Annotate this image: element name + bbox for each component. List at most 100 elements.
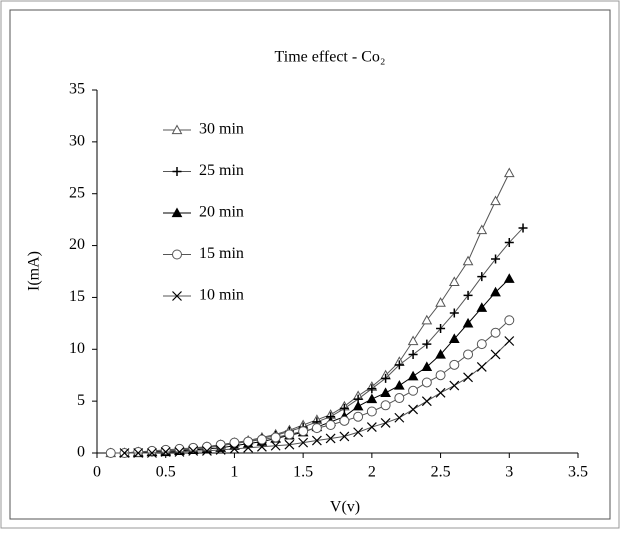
legend-marker bbox=[172, 291, 182, 301]
marker bbox=[380, 417, 391, 428]
marker bbox=[380, 387, 391, 397]
x-tick-label: 0 bbox=[93, 464, 101, 481]
marker bbox=[394, 393, 405, 404]
y-tick-label: 10 bbox=[69, 340, 85, 357]
marker bbox=[353, 427, 364, 438]
marker bbox=[298, 426, 309, 437]
marker bbox=[325, 433, 336, 444]
legend-marker bbox=[172, 249, 182, 260]
marker bbox=[408, 404, 419, 415]
marker bbox=[449, 308, 459, 318]
y-tick-label: 20 bbox=[69, 236, 85, 253]
marker bbox=[174, 443, 185, 454]
marker bbox=[105, 448, 116, 458]
marker bbox=[284, 429, 295, 440]
y-axis-label: I(mA) bbox=[26, 251, 43, 291]
marker bbox=[270, 432, 281, 443]
marker bbox=[449, 359, 460, 370]
marker bbox=[503, 167, 515, 178]
x-tick-label: 1 bbox=[230, 464, 238, 481]
marker bbox=[339, 431, 350, 442]
marker bbox=[407, 335, 419, 346]
marker bbox=[476, 361, 487, 372]
marker bbox=[325, 419, 336, 430]
marker bbox=[339, 415, 350, 426]
marker bbox=[353, 411, 364, 422]
marker bbox=[476, 224, 488, 235]
marker bbox=[311, 423, 322, 434]
marker bbox=[366, 422, 377, 432]
marker bbox=[407, 370, 419, 381]
marker bbox=[284, 439, 295, 450]
x-tick-label: 0.5 bbox=[156, 464, 176, 481]
marker bbox=[229, 443, 240, 454]
marker bbox=[463, 290, 473, 300]
legend-label: 25 min bbox=[199, 162, 244, 179]
marker bbox=[518, 223, 528, 233]
legend-label: 20 min bbox=[199, 204, 244, 221]
marker bbox=[229, 437, 240, 448]
x-axis-label: V(v) bbox=[330, 499, 360, 516]
marker bbox=[188, 442, 199, 453]
legend-label: 10 min bbox=[199, 287, 244, 304]
marker bbox=[160, 447, 171, 457]
marker bbox=[449, 380, 460, 391]
marker bbox=[366, 406, 377, 417]
marker bbox=[476, 302, 488, 312]
marker bbox=[436, 324, 446, 334]
legend-marker bbox=[171, 207, 183, 218]
marker bbox=[298, 437, 309, 448]
marker bbox=[422, 339, 432, 349]
marker bbox=[490, 286, 501, 297]
marker bbox=[476, 339, 487, 350]
legend-label: 30 min bbox=[199, 121, 244, 138]
marker bbox=[243, 436, 254, 447]
legend-marker bbox=[171, 124, 183, 135]
marker bbox=[490, 327, 501, 338]
marker bbox=[503, 273, 515, 283]
marker bbox=[394, 360, 404, 370]
x-tick-label: 3.5 bbox=[568, 464, 588, 481]
marker bbox=[435, 370, 446, 381]
marker bbox=[202, 446, 212, 456]
marker bbox=[435, 297, 446, 307]
marker bbox=[408, 385, 419, 396]
marker bbox=[421, 396, 432, 407]
marker bbox=[215, 439, 226, 450]
marker bbox=[448, 333, 460, 344]
marker bbox=[504, 336, 515, 346]
marker bbox=[491, 254, 501, 264]
marker bbox=[421, 314, 433, 325]
marker bbox=[147, 448, 157, 458]
chart-border bbox=[9, 9, 611, 520]
marker bbox=[435, 348, 446, 359]
marker bbox=[215, 444, 226, 455]
x-tick-label: 2 bbox=[368, 464, 376, 481]
marker bbox=[366, 393, 378, 404]
marker bbox=[504, 237, 514, 247]
y-tick-label: 5 bbox=[77, 392, 85, 409]
marker bbox=[462, 255, 474, 266]
marker bbox=[270, 440, 281, 451]
marker bbox=[381, 373, 391, 383]
marker bbox=[256, 434, 267, 445]
x-tick-label: 2.5 bbox=[431, 464, 451, 481]
marker bbox=[408, 349, 418, 359]
marker bbox=[119, 448, 130, 458]
y-tick-label: 15 bbox=[69, 288, 85, 305]
marker bbox=[146, 445, 157, 456]
marker bbox=[174, 447, 185, 457]
y-tick-label: 35 bbox=[69, 81, 85, 98]
marker bbox=[133, 448, 144, 458]
marker bbox=[504, 315, 515, 326]
marker bbox=[490, 195, 501, 206]
marker bbox=[421, 361, 433, 372]
marker bbox=[393, 380, 405, 390]
marker bbox=[462, 317, 474, 328]
y-tick-label: 25 bbox=[69, 184, 85, 201]
marker bbox=[394, 412, 405, 423]
x-tick-label: 3 bbox=[505, 464, 513, 481]
marker bbox=[352, 400, 364, 411]
